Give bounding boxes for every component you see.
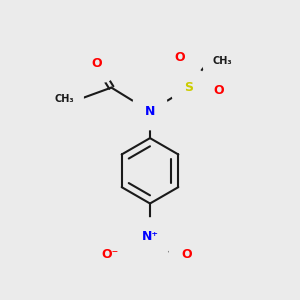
Text: O: O: [181, 248, 192, 260]
Text: CH₃: CH₃: [212, 56, 232, 66]
Text: N⁺: N⁺: [142, 230, 158, 243]
Text: CH₃: CH₃: [55, 94, 74, 104]
Text: O⁻: O⁻: [101, 248, 119, 260]
Text: O: O: [174, 51, 185, 64]
Text: O: O: [213, 84, 224, 97]
Text: S: S: [184, 81, 193, 94]
Text: O: O: [91, 57, 102, 70]
Text: N: N: [145, 105, 155, 118]
